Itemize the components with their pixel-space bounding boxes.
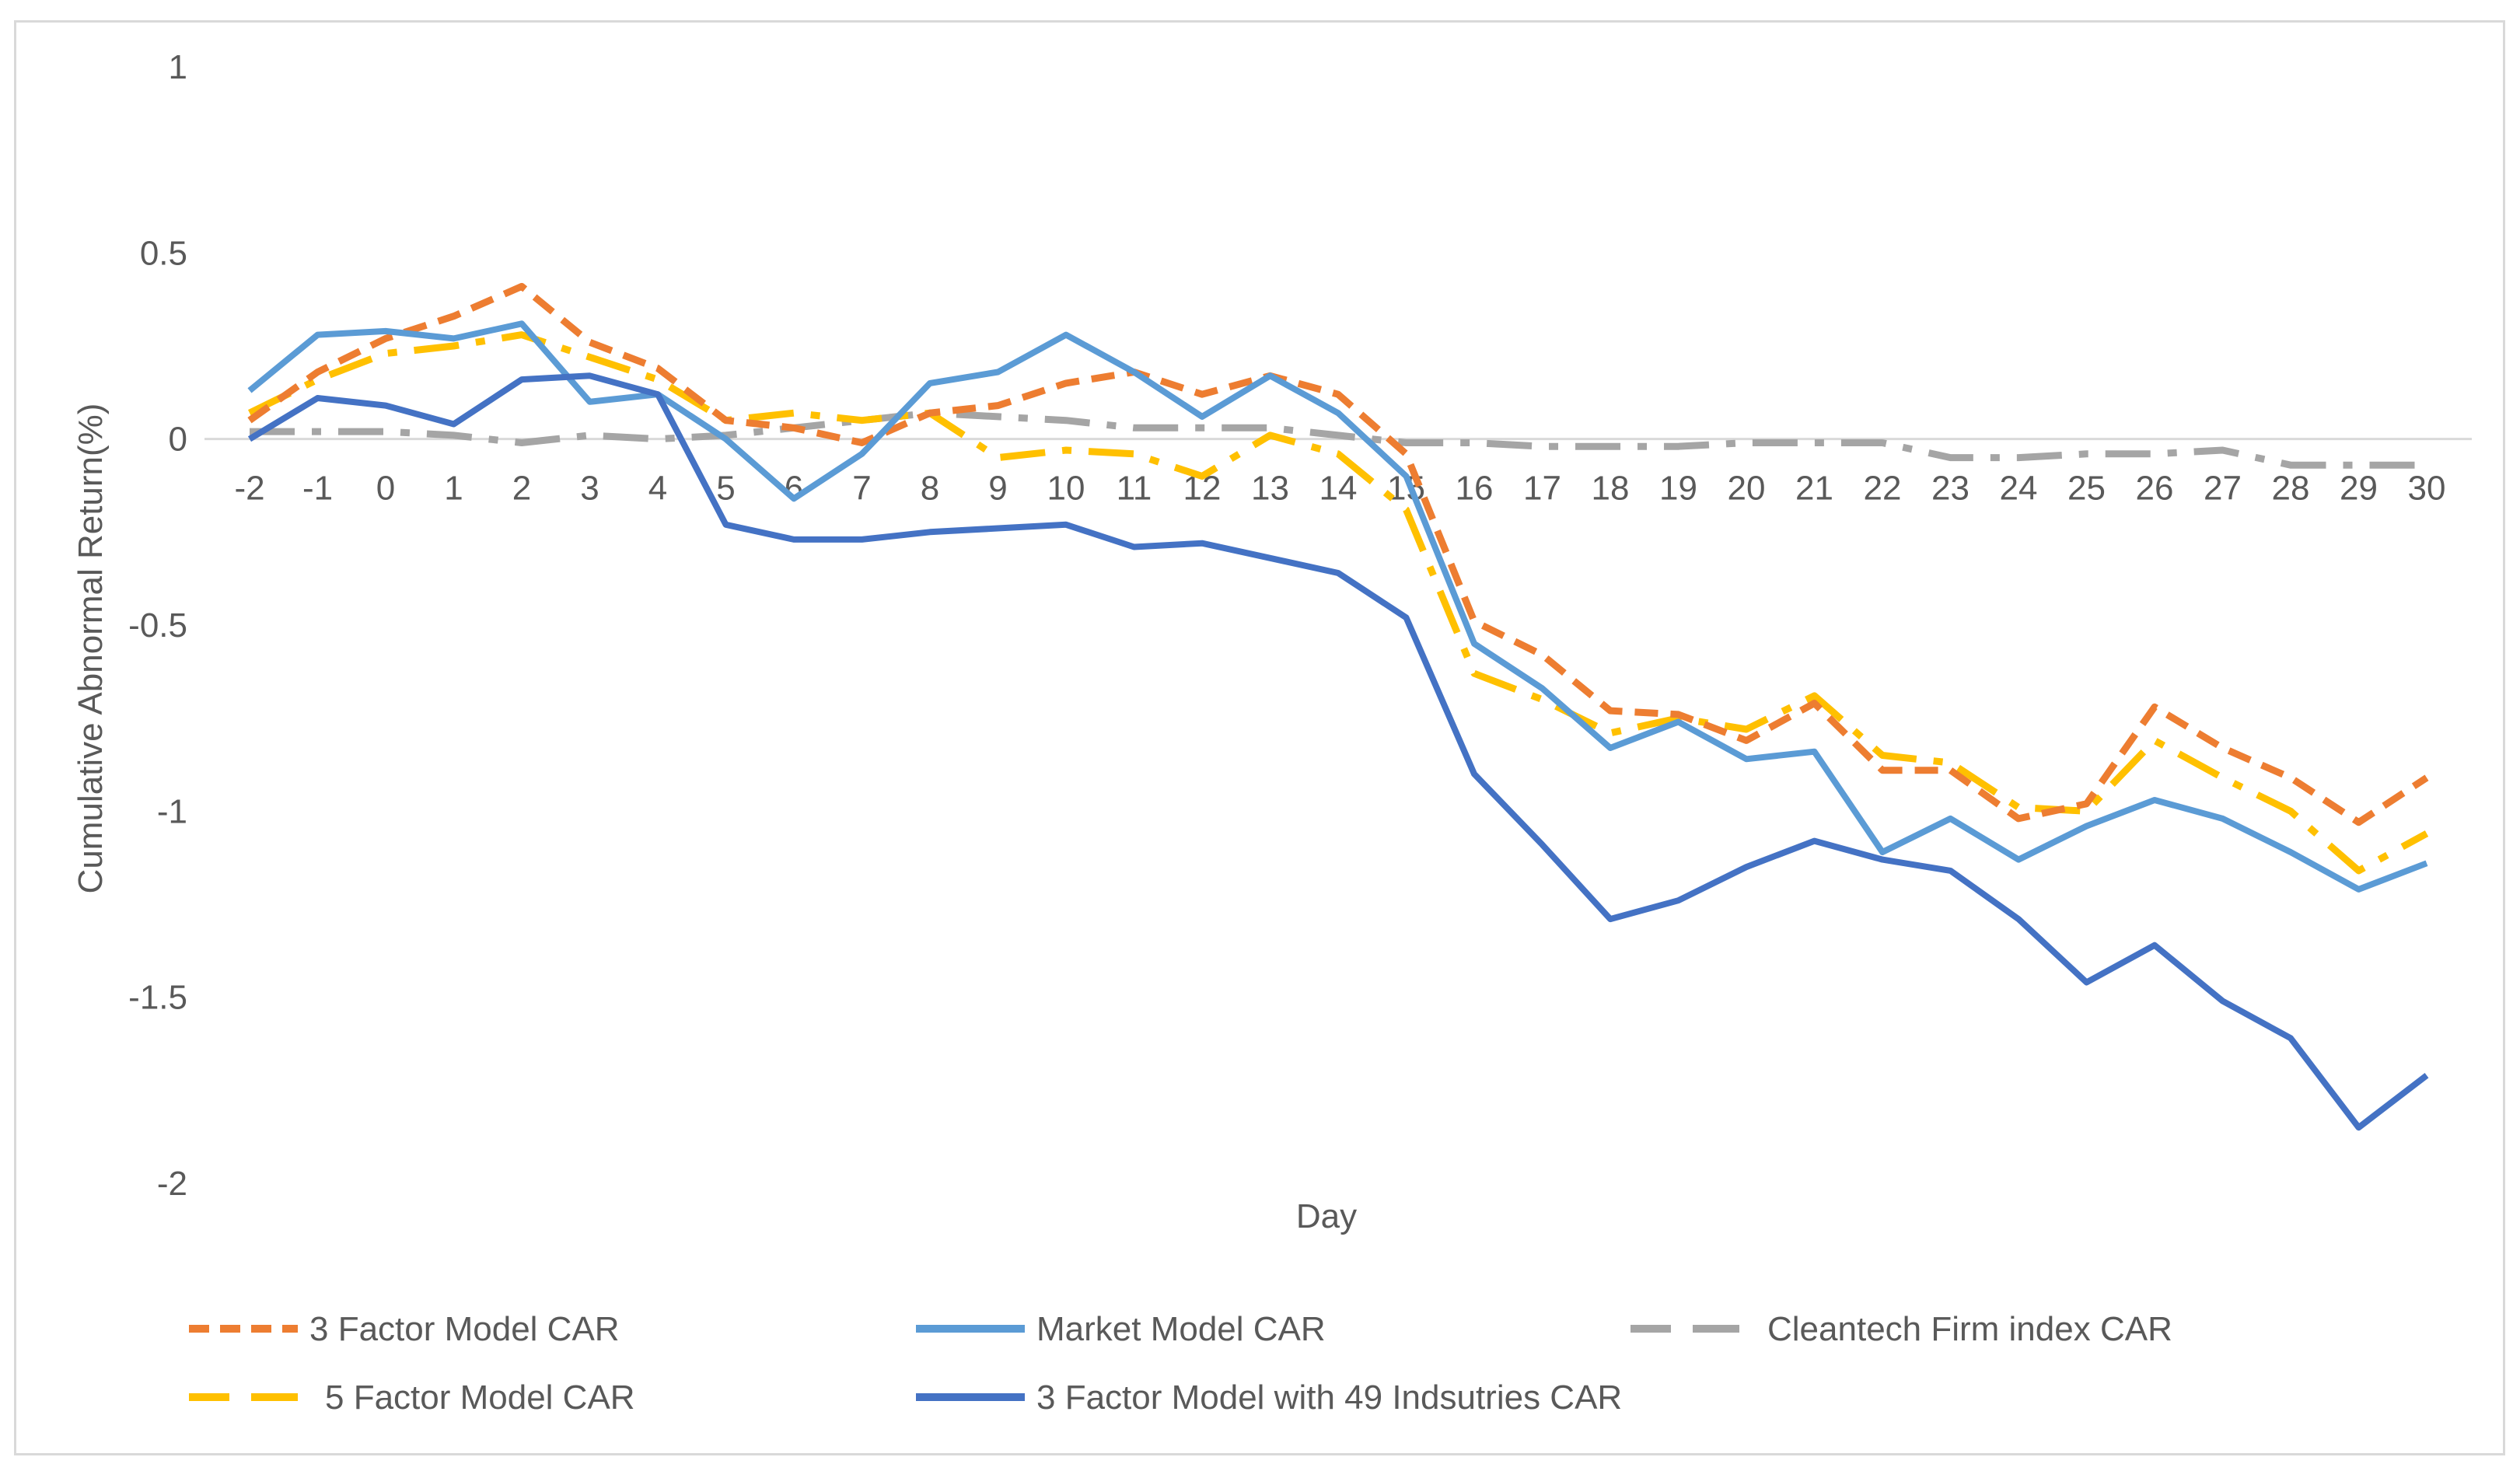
legend-entry: 3 Factor Model CAR	[189, 1310, 620, 1348]
x-tick-label: 21	[1795, 470, 1833, 508]
y-tick-label: 1	[169, 48, 187, 86]
y-tick-label: 0	[169, 421, 187, 459]
x-tick-label: 10	[1047, 470, 1085, 508]
line-chart: 10.50-0.5-1-1.5-2 -2 -1 0 1 2 3 4 5 6 7 8 9 10 11 12 13…	[72, 48, 2472, 1417]
x-tick-label: 27	[2204, 470, 2242, 508]
x-axis-ticks: -2 -1 0 1 2 3 4 5 6 7 8 9 10 11 12 13 14 15 16 17 18 19 20 21 22…	[234, 470, 2445, 508]
x-tick-label: 22	[1864, 470, 1902, 508]
legend-entry: Cleantech Firm index CAR	[1630, 1310, 2172, 1348]
x-tick-label: 1	[444, 470, 463, 508]
x-tick-label: 9	[988, 470, 1007, 508]
x-tick-label: 19	[1659, 470, 1697, 508]
legend-entry: 5 Factor Model CAR	[189, 1378, 635, 1417]
legend-label: 3 Factor Model CAR	[309, 1310, 620, 1348]
legend: 3 Factor Model CAR Market Model CAR Cleant…	[189, 1310, 2172, 1417]
legend-label: 3 Factor Model with 49 Indsutries CAR	[1036, 1378, 1622, 1417]
series-line-3-factor-model-with-49-indsutries-car	[247, 372, 2429, 1131]
legend-entry: 3 Factor Model with 49 Indsutries CAR	[916, 1378, 1622, 1417]
x-tick-label: 2	[512, 470, 531, 508]
chart-frame: 1 0.5 0 -0.5 -1 -1.5 -2 -2 -1 0 1 2 3 4 5 6 7 8 9 10 11 12 13…	[14, 20, 2505, 1455]
series-line-3-factor-model-car	[247, 282, 2429, 826]
x-tick-label: 17	[1523, 470, 1561, 508]
x-tick-label: 5	[716, 470, 735, 508]
legend-label: Cleantech Firm index CAR	[1767, 1310, 2172, 1348]
x-tick-label: 30	[2408, 470, 2446, 508]
legend-label: 5 Factor Model CAR	[325, 1378, 635, 1417]
y-tick-label: -0.5	[128, 606, 187, 645]
x-tick-label: 20	[1728, 470, 1766, 508]
x-tick-label: 4	[648, 470, 667, 508]
x-tick-label: 23	[1931, 470, 1970, 508]
x-tick-label: 0	[376, 470, 395, 508]
x-tick-label: 6	[785, 470, 803, 508]
x-tick-label: 25	[2067, 470, 2106, 508]
y-axis-title: Cumulative Abnormal Return(%)	[72, 404, 110, 894]
legend-label: Market Model CAR	[1036, 1310, 1326, 1348]
x-tick-label: 26	[2136, 470, 2174, 508]
x-tick-label: 8	[921, 470, 939, 508]
x-tick-label: -2	[234, 470, 264, 508]
legend-entry: Market Model CAR	[916, 1310, 1326, 1348]
x-tick-label: 18	[1592, 470, 1630, 508]
x-tick-label: 29	[2340, 470, 2378, 508]
x-tick-label: 24	[2000, 470, 2038, 508]
series-line-market-model-car	[247, 320, 2428, 893]
x-tick-label: 13	[1251, 470, 1289, 508]
series-lines	[247, 282, 2429, 1131]
x-axis-title: Day	[1296, 1197, 1357, 1235]
y-tick-label: 0.5	[140, 234, 187, 272]
x-tick-label: 11	[1117, 470, 1152, 508]
y-axis-ticks: 1 0.5 0 -0.5 -1 -1.5 -2	[128, 48, 187, 1203]
y-tick-label: -2	[157, 1165, 187, 1203]
y-tick-label: -1.5	[128, 979, 187, 1017]
series-line-cleantech-firm-index-car	[250, 409, 2427, 469]
x-tick-label: 16	[1456, 470, 1494, 508]
x-tick-label: 7	[852, 470, 871, 508]
x-tick-label: 14	[1319, 470, 1358, 508]
x-tick-label: 3	[580, 470, 599, 508]
x-tick-label: -1	[302, 470, 333, 508]
y-tick-label: -1	[157, 792, 187, 830]
x-tick-label: 28	[2272, 470, 2310, 508]
